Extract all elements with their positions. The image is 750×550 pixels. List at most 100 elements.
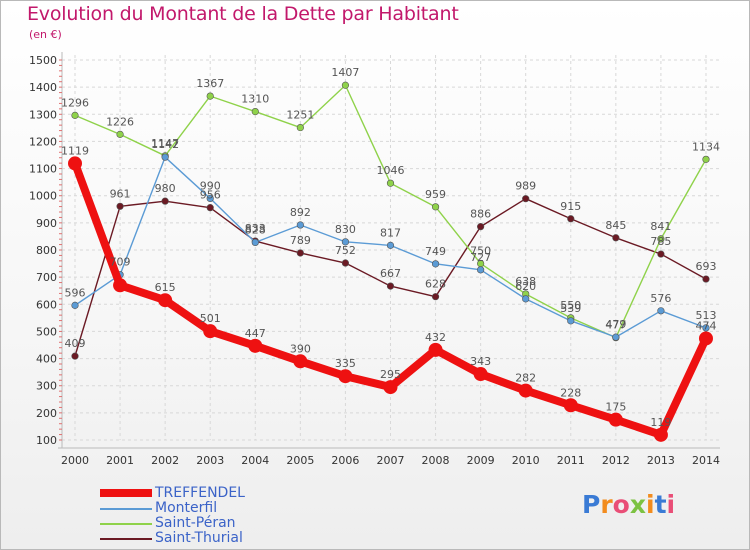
data-label: 915 <box>560 200 581 213</box>
legend-item-monterfil: Monterfil <box>100 500 340 516</box>
y-tick-label: 600 <box>36 298 57 311</box>
x-tick-labels: 2000 2001 2002 2003 2004 2005 2006 2007 2008 2009… <box>61 454 720 467</box>
data-label: 959 <box>425 188 446 201</box>
x-tick-label: 2008 <box>422 454 450 467</box>
logo-letter: t <box>654 490 667 519</box>
x-tick-label: 2002 <box>151 454 179 467</box>
y-tick-label: 1100 <box>29 163 57 176</box>
data-label: 620 <box>515 280 536 293</box>
data-label: 638 <box>515 275 536 288</box>
data-point <box>296 249 304 257</box>
chart-title: Evolution du Montant de la Dette par Hab… <box>27 3 459 25</box>
data-label: 749 <box>425 245 446 258</box>
data-label: 1142 <box>151 138 179 151</box>
data-label: 830 <box>335 223 356 236</box>
data-label: 513 <box>695 309 716 322</box>
data-labels: 1119 615 501 447 390 335 295 432 343 282 228 175 119… <box>61 66 720 429</box>
data-label: 596 <box>65 286 86 299</box>
data-label: 539 <box>560 302 581 315</box>
data-label: 828 <box>245 223 266 236</box>
data-label: 841 <box>650 220 671 233</box>
logo-letter: P <box>582 490 601 519</box>
legend-label-treffendel: TREFFENDEL <box>155 485 245 501</box>
data-label: 335 <box>335 357 356 370</box>
x-tick-label: 2012 <box>602 454 630 467</box>
data-point <box>522 295 530 303</box>
data-label: 693 <box>695 260 716 273</box>
data-point <box>341 81 350 89</box>
data-point <box>567 215 575 223</box>
chart-subtitle: (en €) <box>29 28 62 41</box>
legend-label-saint-thurial: Saint-Thurial <box>155 530 243 546</box>
data-point <box>68 156 82 171</box>
data-point <box>116 130 124 138</box>
y-tick-label: 400 <box>36 353 57 366</box>
data-label: 752 <box>335 244 356 257</box>
data-point <box>657 250 665 258</box>
data-point <box>518 383 533 398</box>
x-tick-label: 2007 <box>376 454 404 467</box>
legend-label-monterfil: Monterfil <box>155 500 218 516</box>
data-point <box>113 278 128 293</box>
y-tick-label: 1200 <box>29 135 57 148</box>
proxiti-logo: Proxiti <box>582 490 675 519</box>
y-tick-label: 900 <box>36 217 57 230</box>
data-label: 550 <box>560 299 581 312</box>
data-label: 833 <box>245 222 266 235</box>
x-tick-label: 2013 <box>647 454 675 467</box>
data-point <box>71 352 79 360</box>
data-label: 845 <box>605 219 626 232</box>
data-label: 1119 <box>61 144 89 157</box>
data-label: 1310 <box>241 93 269 106</box>
data-point <box>657 307 665 315</box>
y-tick-label: 200 <box>36 407 57 420</box>
legend-swatch-saint-peran <box>100 523 152 525</box>
x-tick-label: 2011 <box>557 454 585 467</box>
data-label: 1367 <box>196 77 224 90</box>
data-label: 447 <box>245 327 266 340</box>
data-point <box>698 331 713 346</box>
data-point <box>71 301 79 309</box>
data-point <box>431 293 440 301</box>
data-point <box>161 197 169 205</box>
legend-item-treffendel: TREFFENDEL <box>100 485 340 501</box>
data-label: 1251 <box>286 109 314 122</box>
x-tick-label: 2000 <box>61 454 89 467</box>
data-label: 727 <box>470 251 491 264</box>
data-point <box>383 380 398 395</box>
data-label: 956 <box>200 189 221 202</box>
legend-swatch-treffendel <box>100 489 152 497</box>
data-point <box>206 92 214 100</box>
data-point <box>612 234 620 242</box>
legend-swatch-saint-thurial <box>100 538 152 540</box>
data-point <box>161 153 169 161</box>
data-point <box>702 275 710 283</box>
y-tick-label: 300 <box>36 380 57 393</box>
data-label: 501 <box>200 312 221 325</box>
data-point <box>608 412 623 427</box>
data-point <box>206 194 214 203</box>
logo-letter: i <box>646 490 655 519</box>
data-label: 175 <box>605 401 626 414</box>
data-point <box>71 111 79 119</box>
data-label: 343 <box>470 355 491 368</box>
data-label: 576 <box>650 292 671 305</box>
x-tick-label: 2009 <box>467 454 495 467</box>
data-point <box>563 398 578 413</box>
data-label: 1226 <box>106 115 134 128</box>
data-point <box>386 282 395 290</box>
data-label: 119 <box>650 416 671 429</box>
data-label: 1407 <box>331 66 359 79</box>
y-tick-label: 1000 <box>29 190 57 203</box>
x-tick-label: 2003 <box>196 454 224 467</box>
data-label: 477 <box>605 319 626 332</box>
legend-item-saint-peran: Saint-Péran <box>100 515 340 531</box>
y-tick-label: 1300 <box>29 108 57 121</box>
data-label: 409 <box>65 337 86 350</box>
y-tick-label: 1400 <box>29 81 57 94</box>
data-label: 1147 <box>151 137 179 150</box>
data-point <box>158 293 173 308</box>
legend-item-saint-thurial: Saint-Thurial <box>100 530 340 546</box>
data-point <box>431 203 440 211</box>
